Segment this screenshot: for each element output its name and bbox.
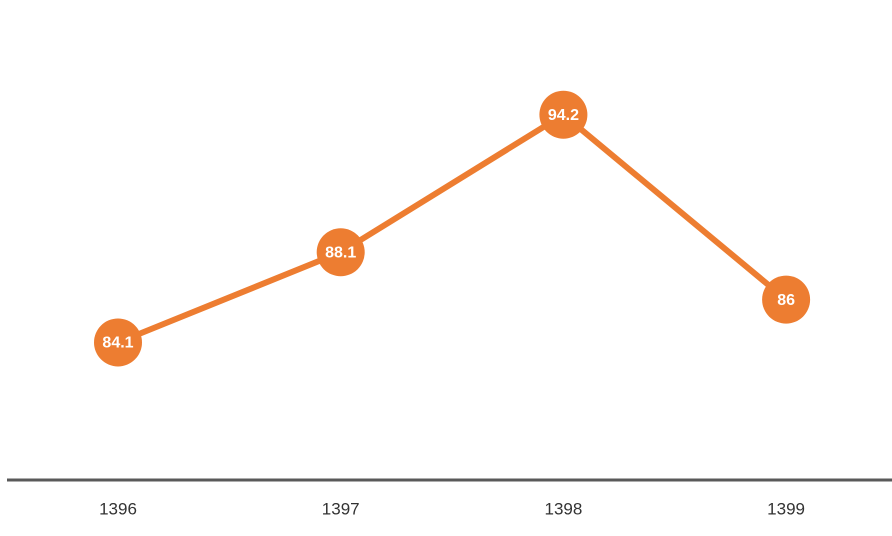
marker <box>539 90 588 139</box>
x-tick-label: 1396 <box>99 499 137 518</box>
x-tick-label: 1397 <box>322 499 360 518</box>
x-tick-label: 1398 <box>544 499 582 518</box>
data-label: 88.1 <box>325 244 356 261</box>
marker <box>94 318 142 367</box>
line <box>116 111 789 346</box>
x-tick-label: 1399 <box>767 499 805 518</box>
marker <box>316 228 365 277</box>
marker <box>762 275 811 324</box>
data-label: 94.2 <box>548 107 579 124</box>
data-label: 84.1 <box>102 335 133 352</box>
data-label: 86 <box>777 292 795 309</box>
